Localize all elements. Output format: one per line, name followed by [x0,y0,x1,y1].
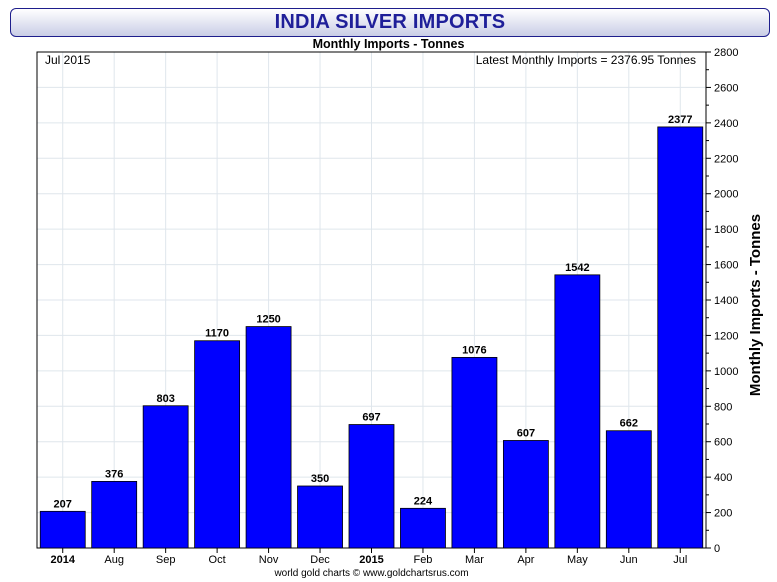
bar-value-label: 224 [414,495,433,507]
y-tick-label: 800 [714,401,732,413]
y-tick-label: 2200 [714,153,738,165]
bar-jun [605,430,652,549]
bar-value-label: 1250 [256,314,280,326]
y-tick-label: 0 [714,543,720,555]
x-tick-label: Dec [310,554,330,566]
x-tick-label: Feb [413,554,432,566]
y-tick-label: 200 [714,508,732,520]
bar-value-label: 697 [362,412,380,424]
bar-oct [194,340,241,549]
date-label: Jul 2015 [45,53,91,67]
bar-jan-2015 [348,424,395,549]
y-tick-label: 1800 [714,224,738,236]
x-tick-label: Jun [620,554,638,566]
bar-apr [502,440,549,549]
bar-jul [657,126,704,549]
x-tick-label: Apr [517,554,534,566]
bar-jul-2014 [39,510,86,549]
y-tick-label: 2800 [714,47,738,59]
y-tick-label: 2000 [714,189,738,201]
bar-value-label: 350 [311,473,329,485]
chart-title: INDIA SILVER IMPORTS [274,11,506,33]
latest-imports-label: Latest Monthly Imports = 2376.95 Tonnes [476,53,696,67]
chart-subtitle: Monthly Imports - Tonnes [312,37,465,51]
bar-value-label: 662 [620,418,638,430]
title-bar: INDIA SILVER IMPORTS [10,8,770,37]
x-axis: 2014 Aug Sep Oct Nov Dec 2015 Feb Mar Apr May Jun Ju… [50,548,687,566]
bar-value-label: 1076 [462,344,486,356]
bar-may [554,274,601,549]
bar-value-label: 2377 [668,114,692,126]
bar-value-label: 607 [517,427,535,439]
bar-value-label: 207 [54,498,72,510]
x-tick-label: Sep [156,554,176,566]
x-tick-label: Mar [465,554,484,566]
x-tick-label: 2014 [50,554,75,566]
y-tick-label: 400 [714,472,732,484]
bar-value-label: 1542 [565,262,589,274]
bar-mar [451,356,498,549]
y-tick-label: 1200 [714,330,738,342]
y-axis: 0 200 400 600 800 1000 1200 1400 1600 1800 2000 220… [706,47,738,555]
y-axis-title: Monthly Imports - Tonnes [747,214,764,396]
y-tick-label: 2600 [714,82,738,94]
x-tick-label: Nov [259,554,279,566]
x-tick-label: Oct [209,554,226,566]
bar-value-label: 376 [105,468,123,480]
y-tick-label: 1600 [714,260,738,272]
bar-dec [297,485,343,549]
x-tick-label: Aug [104,554,124,566]
bar-nov [245,326,292,549]
x-tick-label: May [567,554,588,566]
x-tick-label: 2015 [359,554,383,566]
bar-aug [91,480,138,549]
bar-value-label: 803 [156,393,174,405]
credit-text: world gold charts © www.goldchartsrus.co… [273,568,468,579]
x-tick-label: Jul [673,554,687,566]
y-tick-label: 1400 [714,295,738,307]
y-tick-label: 600 [714,437,732,449]
y-tick-label: 2400 [714,118,738,130]
y-tick-label: 1000 [714,366,738,378]
bar-feb [400,507,446,549]
bar-value-label: 1170 [205,328,229,340]
bars: 207 376 803 1170 1250 350 697 224 1076 607 1542 662… [39,114,704,549]
bar-sep [142,405,189,549]
